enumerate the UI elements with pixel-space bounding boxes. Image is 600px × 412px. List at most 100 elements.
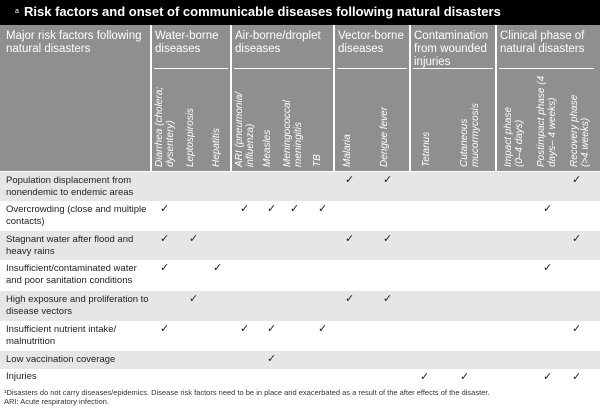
table-row: Overcrowding (close and multiple contact… [0,201,600,231]
check-mark: ✓ [267,353,277,365]
header-separator [150,25,152,171]
check-mark: ✓ [160,203,170,215]
check-mark: ✓ [543,203,553,215]
column-header-label: Cutaneous mucormycosis [459,103,481,167]
group-underline [337,68,407,69]
column-header-label: Malaria [341,134,353,167]
column-header-label: Postimpact phase (4 days– 4 weeks) [536,75,558,167]
row-label: Insufficient/contaminated water and poor… [6,263,137,286]
group-underline [499,68,594,69]
check-mark: ✓ [160,323,170,335]
row-label: Overcrowding (close and multiple contact… [6,204,147,227]
first-column-header: Major risk factors following natural dis… [6,30,142,55]
column-header: Hepatitis [205,68,230,171]
check-mark: ✓ [383,174,393,186]
row-label: Insufficient nutrient intake/ malnutriti… [6,324,117,347]
check-mark: ✓ [240,323,250,335]
table-row: Stagnant water after flood and heavy rai… [0,231,600,260]
column-header: Diarrhea (cholera; dysentery) [152,68,178,171]
row-separator [0,385,600,386]
check-mark: ✓ [420,371,430,383]
column-header-label: TB [312,154,323,167]
check-mark: ✓ [160,262,170,274]
column-header-label: Leptospirosis [184,108,196,167]
column-header-label: Measles [262,129,273,167]
footnote: ARI: Acute respiratory infection. [4,397,110,406]
group-header: Water-borne diseases [155,30,219,55]
column-header: Impact phase (0–4 days) [497,68,531,171]
header-separator [230,25,232,171]
group-header: Clinical phase of natural disasters [500,30,585,55]
check-mark: ✓ [318,323,328,335]
table-title: Risk factors and onset of communicable d… [24,4,501,19]
group-underline [154,68,228,69]
check-mark: ✓ [318,203,328,215]
check-mark: ✓ [383,233,393,245]
column-header: Tetanus [411,68,445,171]
check-mark: ✓ [572,233,582,245]
footnote: ¹Disasters do not carry diseases/epidemi… [4,388,490,397]
row-separator [0,321,600,322]
row-label: Stagnant water after flood and heavy rai… [6,234,134,257]
column-header-label: Tetanus [421,131,432,167]
check-mark: ✓ [267,203,277,215]
table-row: High exposure and proliferation to disea… [0,291,600,321]
check-mark: ✓ [345,293,355,305]
check-mark: ✓ [460,371,470,383]
column-header: TB [305,68,333,171]
check-mark: ✓ [189,233,199,245]
column-header-label: ARI (pneumonia/influenza) [234,91,256,167]
column-header: Cutaneous mucormycosis [445,68,495,171]
header-separator [409,25,411,171]
table-row: Insufficient nutrient intake/ malnutriti… [0,321,600,351]
title-superscript: a [15,8,19,15]
column-header: Malaria [335,68,362,171]
table-header [0,25,600,171]
table-row: Injuries ✓ ✓ ✓ ✓ [0,369,600,385]
row-label: Population displacement from nonendemic … [6,175,134,198]
row-label: High exposure and proliferation to disea… [6,294,149,317]
check-mark: ✓ [160,233,170,245]
column-header: ARI (pneumonia/influenza) [232,68,258,171]
column-header: Leptospirosis [178,68,205,171]
check-mark: ✓ [345,233,355,245]
column-header: Postimpact phase (4 days– 4 weeks) [531,68,563,171]
group-header: Vector-borne diseases [338,30,404,55]
title-bar: a Risk factors and onset of communicable… [0,0,600,25]
check-mark: ✓ [267,323,277,335]
column-header: Dengue fever [362,68,409,171]
group-header: Air-borne/droplet diseases [235,30,321,55]
header-separator [495,25,497,171]
check-mark: ✓ [213,262,223,274]
check-mark: ✓ [543,371,553,383]
check-mark: ✓ [572,323,582,335]
column-header-label: Recovery phase (>4 weeks) [568,94,591,167]
row-separator [0,201,600,202]
row-separator [0,369,600,370]
check-mark: ✓ [345,174,355,186]
check-mark: ✓ [189,293,199,305]
row-label: Injuries [6,371,37,382]
check-mark: ✓ [383,293,393,305]
header-separator [333,25,335,171]
group-underline [234,68,331,69]
check-mark: ✓ [572,371,582,383]
check-mark: ✓ [572,174,582,186]
column-header: Measles [258,68,280,171]
table-row: Insufficient/contaminated water and poor… [0,260,600,291]
row-separator [0,260,600,261]
column-header-label: Diarrhea (cholera; dysentery) [154,86,176,167]
column-header-label: Meningococcal meningitis [281,100,304,167]
check-mark: ✓ [240,203,250,215]
check-mark: ✓ [290,203,300,215]
column-header: Recovery phase (>4 weeks) [563,68,596,171]
column-header-label: Dengue fever [378,106,390,167]
column-header-label: Hepatitis [210,128,222,167]
row-label: Low vaccination coverage [6,354,116,365]
group-underline [413,68,493,69]
group-header: Contamination from wounded injuries [414,30,489,68]
column-header: Meningococcal meningitis [280,68,305,171]
table-row: Population displacement from nonendemic … [0,172,600,201]
check-mark: ✓ [543,262,553,274]
